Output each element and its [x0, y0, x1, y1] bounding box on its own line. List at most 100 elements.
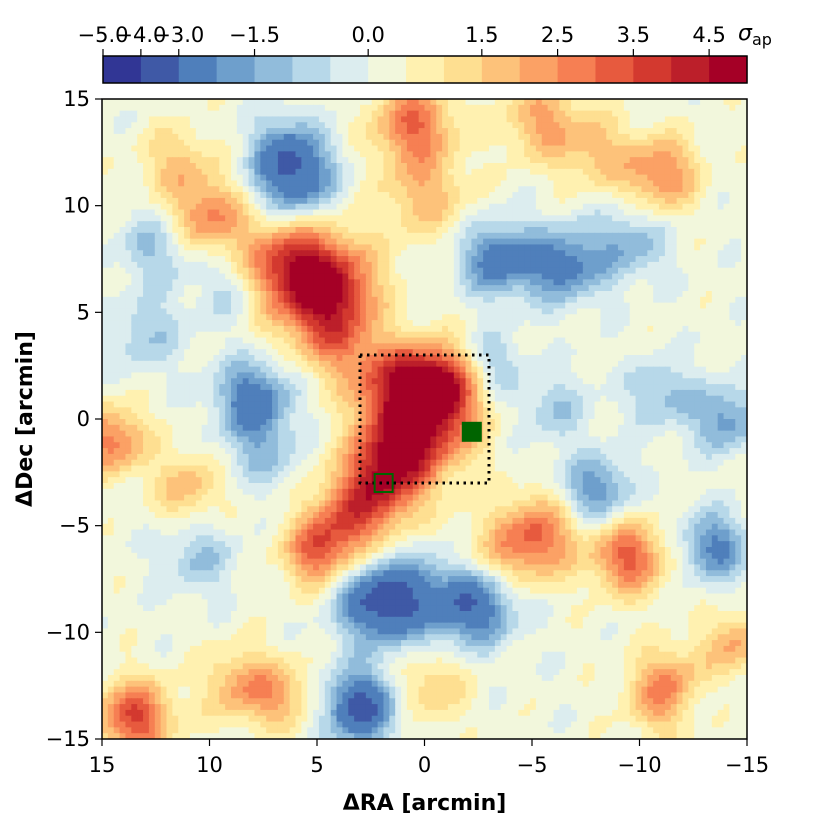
- map-cell: [172, 343, 179, 350]
- map-cell: [694, 320, 701, 327]
- map-cell: [729, 343, 736, 350]
- map-cell: [330, 325, 338, 333]
- map-cell: [541, 273, 549, 281]
- map-cell: [424, 122, 432, 129]
- map-cell: [700, 325, 707, 333]
- map-cell: [195, 139, 203, 147]
- map-cell: [436, 197, 443, 205]
- map-cell: [700, 215, 707, 222]
- map-cell: [547, 122, 555, 129]
- map-cell: [500, 128, 508, 135]
- map-cell: [119, 302, 127, 310]
- map-cell: [277, 343, 285, 350]
- map-cell: [606, 343, 613, 350]
- map-cell: [705, 192, 713, 199]
- map-cell: [453, 227, 461, 234]
- map-cell: [694, 331, 701, 339]
- map-cell: [729, 139, 736, 147]
- map-cell: [547, 232, 555, 240]
- map-cell: [418, 157, 426, 164]
- map-cell: [565, 151, 572, 158]
- map-cell: [524, 261, 531, 269]
- map-cell: [360, 139, 367, 147]
- map-cell: [231, 256, 238, 263]
- map-cell: [442, 157, 449, 164]
- map-cell: [324, 250, 332, 257]
- map-cell: [612, 320, 619, 327]
- map-cell: [559, 320, 566, 327]
- map-cell: [459, 163, 467, 170]
- map-cell: [629, 151, 637, 158]
- map-cell: [512, 267, 520, 275]
- map-cell: [588, 238, 596, 246]
- map-cell: [571, 355, 578, 362]
- map-cell: [729, 302, 736, 310]
- map-cell: [659, 203, 666, 211]
- map-cell: [348, 209, 355, 217]
- map-cell: [641, 197, 649, 205]
- map-cell: [184, 314, 191, 321]
- map-cell: [471, 331, 478, 339]
- map-cell: [289, 267, 297, 275]
- map-cell: [295, 192, 303, 199]
- map-cell: [160, 273, 168, 281]
- map-cell: [535, 256, 543, 263]
- map-cell: [623, 221, 631, 228]
- map-cell: [711, 186, 719, 193]
- map-cell: [231, 203, 238, 211]
- map-cell: [489, 267, 496, 275]
- map-cell: [436, 256, 443, 263]
- map-cell: [160, 174, 168, 182]
- map-cell: [342, 261, 349, 269]
- map-cell: [600, 250, 607, 257]
- map-cell: [219, 308, 226, 315]
- map-cell: [489, 180, 496, 187]
- map-cell: [189, 116, 197, 123]
- map-cell: [189, 302, 197, 310]
- map-cell: [125, 197, 133, 205]
- map-cell: [148, 215, 156, 222]
- map-cell: [489, 349, 496, 356]
- map-cell: [113, 267, 121, 275]
- map-cell: [559, 291, 566, 298]
- map-cell: [600, 256, 607, 263]
- map-cell: [670, 122, 678, 129]
- map-cell: [189, 197, 197, 205]
- map-cell: [307, 157, 314, 164]
- map-cell: [260, 244, 267, 251]
- map-cell: [547, 227, 555, 234]
- map-cell: [647, 238, 654, 246]
- map-cell: [623, 308, 631, 315]
- map-cell: [406, 308, 414, 315]
- map-cell: [506, 320, 514, 327]
- map-cell: [313, 296, 320, 304]
- map-cell: [102, 349, 109, 356]
- map-cell: [647, 209, 654, 217]
- map-cell: [530, 128, 537, 135]
- map-cell: [289, 250, 297, 257]
- map-cell: [705, 285, 713, 292]
- map-cell: [189, 227, 197, 234]
- map-cell: [324, 325, 332, 333]
- map-cell: [647, 325, 654, 333]
- map-cell: [530, 227, 537, 234]
- map-cell: [705, 302, 713, 310]
- map-cell: [242, 244, 250, 251]
- map-cell: [236, 232, 244, 240]
- map-cell: [313, 110, 320, 118]
- map-cell: [483, 232, 490, 240]
- map-cell: [729, 99, 736, 106]
- map-cell: [606, 104, 613, 112]
- map-cell: [236, 203, 244, 211]
- map-cell: [213, 250, 220, 257]
- map-cell: [541, 174, 549, 182]
- map-cell: [623, 227, 631, 234]
- map-cell: [119, 273, 127, 281]
- map-cell: [447, 157, 455, 164]
- map-cell: [442, 104, 449, 112]
- map-cell: [401, 291, 408, 298]
- map-cell: [424, 325, 432, 333]
- map-cell: [389, 133, 396, 141]
- map-cell: [688, 267, 695, 275]
- map-cell: [412, 133, 420, 141]
